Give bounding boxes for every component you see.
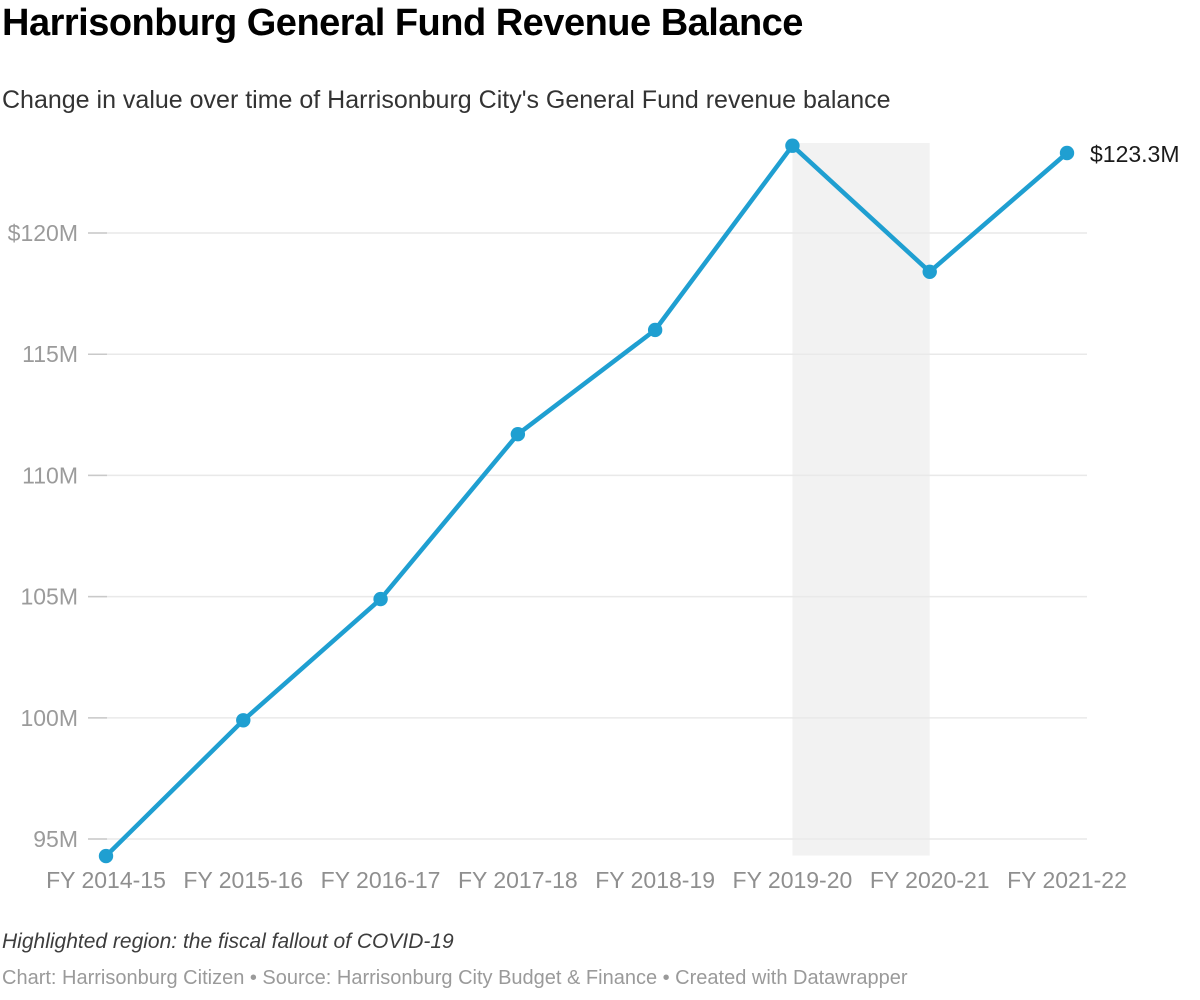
data-point-fy-2020-21[interactable] (922, 264, 937, 279)
x-tick-label-fy-2017-18: FY 2017-18 (458, 867, 578, 893)
data-point-fy-2016-17[interactable] (373, 591, 388, 607)
data-point-fy-2014-15[interactable] (98, 848, 114, 864)
x-tick-label-fy-2014-15: FY 2014-15 (46, 867, 166, 893)
data-point-fy-2018-19[interactable] (647, 322, 663, 338)
end-value-label: $123.3M (1090, 141, 1180, 167)
chart-subtitle: Change in value over time of Harrisonbur… (2, 86, 891, 114)
y-tick-label-100m: 100M (20, 705, 78, 731)
x-tick-label-fy-2018-19: FY 2018-19 (595, 867, 715, 893)
x-tick-label-fy-2021-22: FY 2021-22 (1007, 867, 1127, 893)
data-point-fy-2019-20[interactable] (785, 138, 800, 153)
y-tick-label-115m: 115M (22, 341, 78, 367)
x-tick-label-fy-2015-16: FY 2015-16 (183, 867, 303, 893)
y-tick-label-105m: 105M (20, 584, 78, 610)
x-tick-label-fy-2020-21: FY 2020-21 (870, 867, 990, 893)
y-tick-label--120m: $120M (8, 220, 78, 246)
attribution-line: Chart: Harrisonburg Citizen • Source: Ha… (2, 967, 908, 989)
highlight-note: Highlighted region: the fiscal fallout o… (2, 930, 454, 953)
revenue-line-series (103, 143, 1070, 859)
covid-highlight-region (792, 143, 930, 856)
chart-title: Harrisonburg General Fund Revenue Balanc… (2, 2, 803, 44)
y-tick-label-110m: 110M (22, 462, 78, 488)
data-point-fy-2017-18[interactable] (510, 427, 526, 442)
data-point-fy-2015-16[interactable] (236, 713, 251, 728)
y-tick-label-95m: 95M (33, 826, 78, 852)
x-tick-label-fy-2016-17: FY 2016-17 (321, 867, 441, 893)
data-point-fy-2021-22[interactable] (1059, 145, 1075, 161)
x-tick-label-fy-2019-20: FY 2019-20 (733, 867, 853, 893)
